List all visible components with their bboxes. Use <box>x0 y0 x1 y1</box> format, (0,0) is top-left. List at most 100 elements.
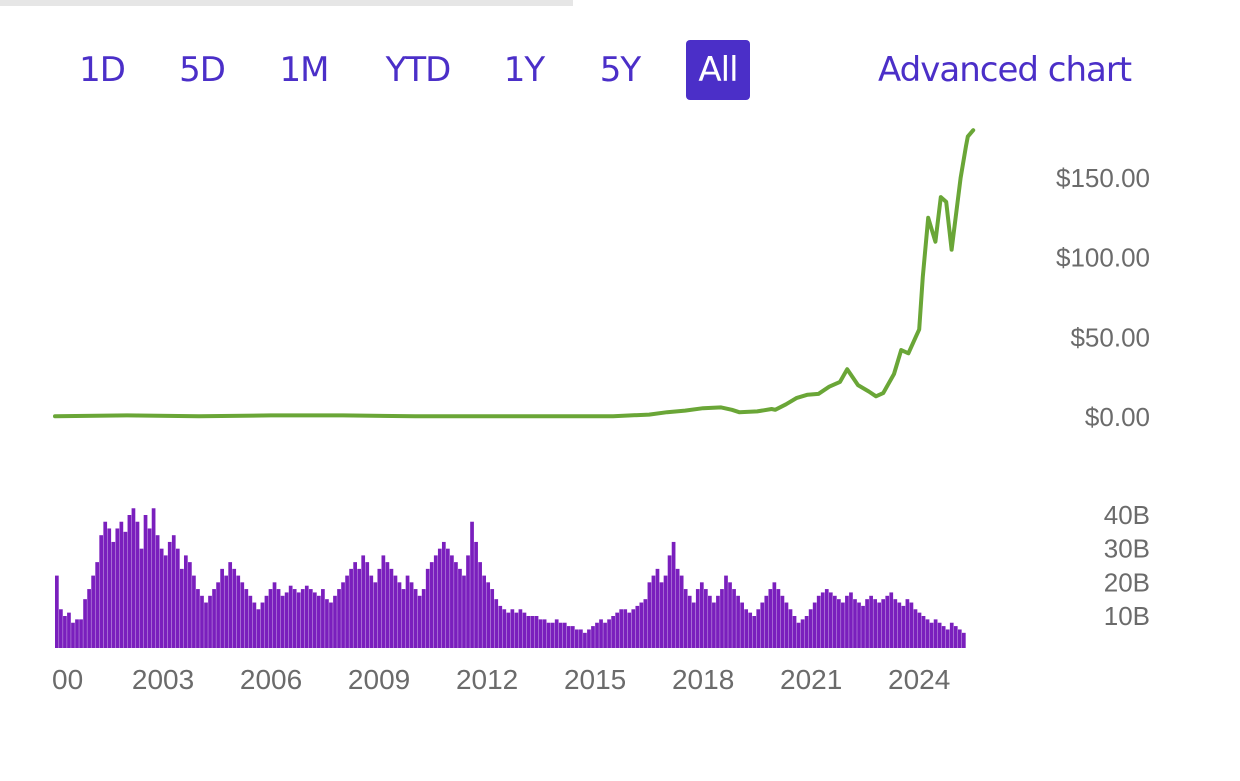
volume-bar <box>518 609 523 648</box>
volume-bar <box>280 595 285 648</box>
volume-bar <box>91 575 95 648</box>
volume-bar <box>643 599 648 648</box>
volume-bar <box>663 575 668 648</box>
volume-bar <box>208 595 212 648</box>
tab-all[interactable]: All <box>686 40 750 100</box>
tab-5d[interactable]: 5D <box>179 50 226 90</box>
volume-bar <box>188 562 192 648</box>
volume-bar <box>300 589 305 648</box>
volume-bar <box>953 626 958 648</box>
volume-bar <box>744 609 749 648</box>
volume-bar <box>877 602 882 648</box>
volume-bar <box>450 555 454 648</box>
volume-bar <box>619 609 624 648</box>
volume-bar <box>357 568 362 648</box>
volume-bar <box>192 575 196 648</box>
volume-bar <box>200 595 204 648</box>
volume-bar <box>228 562 233 648</box>
tab-1d[interactable]: 1D <box>79 50 126 90</box>
volume-bar <box>276 589 281 648</box>
volume-bar <box>853 599 857 648</box>
volume-tick-label: 10B <box>1104 601 1150 631</box>
volume-bar <box>881 599 886 648</box>
tab-ytd[interactable]: YTD <box>385 50 452 90</box>
volume-bar <box>329 602 333 648</box>
price-y-axis: $0.00 $50.00 $100.00 $150.00 <box>1056 163 1150 432</box>
volume-bar <box>401 589 406 648</box>
volume-bar <box>95 562 100 648</box>
volume-bar <box>63 616 67 648</box>
tab-1y[interactable]: 1Y <box>503 50 545 90</box>
volume-bar <box>151 508 156 648</box>
volume-bar <box>776 589 781 648</box>
volume-bar <box>780 595 785 648</box>
volume-bar <box>119 521 124 648</box>
volume-bar <box>800 619 805 648</box>
volume-bar <box>244 589 249 648</box>
volume-bar <box>635 605 640 648</box>
volume-bar <box>728 582 732 648</box>
volume-bar <box>534 616 539 648</box>
volume-bar <box>961 632 966 648</box>
volume-bar <box>804 616 809 648</box>
volume-bar <box>224 575 229 648</box>
volume-bar <box>240 582 245 648</box>
advanced-chart-link[interactable]: Advanced chart <box>878 50 1132 90</box>
volume-bar <box>381 555 386 648</box>
volume-bar <box>341 582 345 648</box>
volume-bar <box>478 562 482 648</box>
volume-bar <box>945 629 950 648</box>
volume-bar <box>321 589 325 648</box>
volume-bar <box>579 629 583 648</box>
volume-bar <box>627 612 632 648</box>
volume-bar <box>740 602 744 648</box>
volume-bar <box>752 616 757 648</box>
range-tabs: 1D 5D 1M YTD 1Y 5Y All <box>0 40 1240 102</box>
volume-bar <box>284 592 289 648</box>
volume-bar <box>107 528 112 648</box>
volume-bar <box>71 622 75 648</box>
volume-bar <box>103 521 108 648</box>
x-tick-label: 2015 <box>564 664 626 695</box>
volume-bar <box>433 555 438 648</box>
volume-bar <box>760 602 765 648</box>
volume-bar <box>377 568 382 648</box>
volume-bar <box>849 592 853 648</box>
volume-bar <box>655 568 660 648</box>
volume-bar <box>67 612 71 648</box>
volume-bar <box>832 595 837 648</box>
volume-bar <box>179 568 184 648</box>
volume-bar <box>458 568 462 648</box>
volume-bar <box>417 595 422 648</box>
volume-bar <box>361 555 366 648</box>
tab-5y[interactable]: 5Y <box>599 50 641 90</box>
volume-bar <box>913 609 918 648</box>
volume-bar <box>792 616 797 648</box>
volume-bar <box>296 592 301 648</box>
tab-1m[interactable]: 1M <box>279 50 330 90</box>
volume-bar <box>607 619 611 648</box>
volume-bar <box>494 599 499 648</box>
volume-bar <box>812 602 817 648</box>
volume-bar <box>317 595 321 648</box>
volume-bar <box>131 508 136 648</box>
volume-bar <box>820 592 825 648</box>
volume-bar <box>756 609 761 648</box>
volume-bar <box>885 595 890 648</box>
volume-bar <box>79 619 83 648</box>
volume-bar <box>748 612 753 648</box>
x-tick-label: 2006 <box>240 664 302 695</box>
volume-bar <box>212 589 216 648</box>
volume-bar <box>123 531 128 648</box>
volume-bar <box>796 622 801 648</box>
volume-bar <box>562 622 567 648</box>
volume-tick-label: 20B <box>1104 567 1150 597</box>
price-line <box>53 128 976 419</box>
volume-bar <box>611 616 615 648</box>
volume-bar <box>897 602 902 648</box>
volume-bar <box>304 585 309 648</box>
volume-bar <box>772 582 777 648</box>
volume-bar <box>889 592 894 648</box>
volume-bar <box>639 602 644 648</box>
volume-bar <box>482 575 486 648</box>
